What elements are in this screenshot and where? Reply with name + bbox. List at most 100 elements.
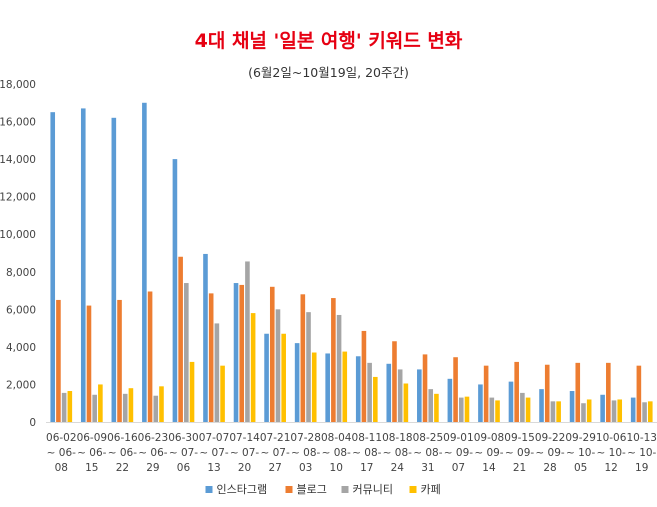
x-tick-label: 08-25 [413, 432, 444, 444]
bar [245, 261, 250, 422]
y-tick-label: 8,000 [6, 267, 36, 279]
x-tick-label: 07-21 [260, 432, 291, 444]
bar [336, 314, 342, 422]
legend-swatch [341, 486, 349, 493]
bar [550, 401, 556, 422]
bar [331, 298, 336, 422]
x-tick-label: ~ 09- [444, 447, 473, 459]
bar [300, 294, 306, 422]
bar [220, 365, 225, 422]
x-tick-label: 06-16 [107, 432, 138, 444]
y-tick-label: 12,000 [0, 192, 36, 204]
bar [281, 333, 286, 422]
x-tick-label: 08-04 [321, 432, 352, 444]
x-tick-label: ~ 08- [322, 447, 351, 459]
bar [539, 389, 544, 422]
x-tick-label: 21 [513, 462, 526, 474]
bar [172, 159, 178, 422]
x-tick-label: 09-08 [474, 432, 505, 444]
bar [275, 309, 281, 422]
x-tick-label: 17 [360, 462, 373, 474]
bar [269, 286, 275, 422]
x-tick-label: ~ 07- [260, 447, 289, 459]
bar [458, 397, 464, 422]
x-tick-label: ~ 06- [47, 447, 76, 459]
x-tick-label: ~ 07- [199, 447, 228, 459]
x-tick-label: 12 [604, 462, 617, 474]
bar [397, 369, 403, 422]
y-tick-label: 4,000 [6, 342, 36, 354]
bar [233, 283, 239, 422]
legend-swatch [285, 486, 293, 493]
bar [184, 283, 189, 422]
bar [56, 299, 61, 422]
bar [483, 365, 489, 422]
bar [361, 330, 367, 422]
y-tick-label: 14,000 [0, 154, 36, 166]
x-tick-label: ~ 08- [291, 447, 320, 459]
bar [392, 341, 397, 422]
y-tick-label: 0 [29, 417, 36, 429]
x-tick-label: ~ 06- [108, 447, 137, 459]
bar [208, 293, 214, 422]
x-tick-label: 22 [116, 462, 129, 474]
bar [489, 397, 495, 422]
x-tick-label: 13 [207, 462, 220, 474]
bar [50, 112, 56, 423]
x-tick-label: 05 [574, 462, 587, 474]
bar [264, 333, 269, 422]
bar [122, 393, 128, 422]
bar [159, 386, 164, 422]
x-tick-label: 15 [85, 462, 98, 474]
y-tick-label: 2,000 [6, 379, 36, 391]
bar [428, 389, 434, 422]
x-tick-label: 06-02 [46, 432, 77, 444]
x-tick-label: 14 [482, 462, 496, 474]
bar [636, 365, 642, 422]
x-tick-label: 06-30 [168, 432, 199, 444]
x-tick-label: 03 [299, 462, 312, 474]
x-tick-label: ~ 10- [566, 447, 595, 459]
x-tick-label: ~ 07- [169, 447, 198, 459]
bar [311, 352, 317, 422]
y-tick-label: 6,000 [6, 304, 36, 316]
bar [586, 399, 592, 422]
x-tick-label: ~ 08- [413, 447, 442, 459]
bar [325, 353, 330, 422]
legend-label: 블로그 [297, 483, 327, 496]
bar [453, 357, 458, 422]
bar [111, 117, 117, 423]
x-tick-label: 10-06 [596, 432, 627, 444]
x-tick-label: 28 [543, 462, 556, 474]
chart-title: 4대 채널 '일본 여행' 키워드 변화 [194, 30, 463, 52]
bar [630, 397, 636, 422]
legend-label: 인스타그램 [217, 483, 268, 496]
bar [67, 391, 73, 422]
bar [386, 363, 392, 422]
bar [600, 394, 605, 422]
x-tick-label: ~ 09- [535, 447, 564, 459]
bar [508, 381, 514, 422]
x-tick-label: ~ 06- [138, 447, 167, 459]
bar [464, 396, 470, 422]
bar [611, 400, 617, 422]
bar [520, 392, 525, 422]
bar [447, 378, 453, 422]
bar [556, 401, 561, 422]
bar [203, 253, 208, 422]
x-tick-label: 07-28 [290, 432, 321, 444]
x-tick-label: 31 [421, 462, 434, 474]
legend-swatch [205, 486, 213, 493]
bar [514, 361, 519, 422]
bar [367, 362, 372, 422]
bar [342, 351, 348, 422]
bar [147, 291, 153, 422]
bar [294, 343, 300, 422]
x-tick-label: 09-15 [504, 432, 535, 444]
bar [606, 362, 611, 422]
bar [617, 399, 623, 422]
x-tick-label: 08 [55, 462, 68, 474]
bar [86, 305, 92, 422]
x-tick-label: ~ 08- [352, 447, 381, 459]
